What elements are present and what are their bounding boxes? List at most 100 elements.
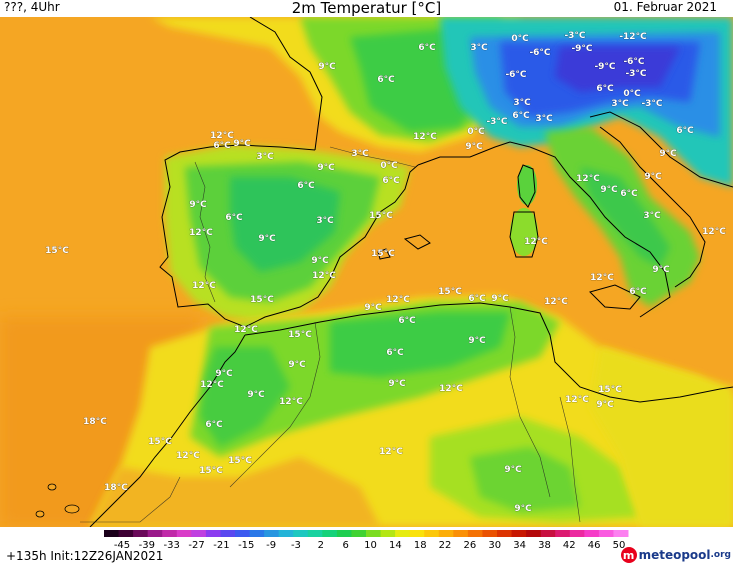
- temperature-label: 6°C: [398, 316, 416, 326]
- temperature-label: 6°C: [297, 181, 315, 191]
- colorbar-swatch: [540, 530, 556, 537]
- meteopool-logo: m meteopool .org: [620, 546, 731, 564]
- colorbar-swatch: [613, 530, 629, 537]
- coast-iberia: [159, 144, 419, 328]
- temperature-label: 15°C: [288, 330, 312, 340]
- temperature-label: 15°C: [199, 466, 223, 476]
- temperature-label: 6°C: [620, 189, 638, 199]
- colorbar-swatch: [409, 530, 425, 537]
- temperature-label: 6°C: [512, 111, 530, 121]
- temperature-label: 9°C: [189, 200, 207, 210]
- temperature-label: 12°C: [176, 451, 200, 461]
- temperature-label: 12°C: [590, 273, 614, 283]
- colorbar-tick-label: 6: [342, 540, 348, 550]
- temperature-label: 15°C: [148, 437, 172, 447]
- canary-island-3: [35, 510, 45, 518]
- temperature-label: 6°C: [418, 43, 436, 53]
- temperature-label: 9°C: [247, 390, 265, 400]
- temperature-label: 9°C: [311, 256, 329, 266]
- temperature-label: 9°C: [652, 265, 670, 275]
- temperature-label: 3°C: [256, 152, 274, 162]
- colorbar-tick-label: 38: [538, 540, 551, 550]
- colorbar-tick-label: 18: [414, 540, 427, 550]
- temperature-label: 9°C: [514, 504, 532, 514]
- colorbar-tick-label: 30: [488, 540, 501, 550]
- colorbar-swatch: [293, 530, 309, 537]
- temperature-label: 6°C: [596, 84, 614, 94]
- temperature-label: 9°C: [659, 149, 677, 159]
- temperature-label: 12°C: [413, 132, 437, 142]
- coast-france-atlantic: [249, 17, 323, 151]
- corsica: [517, 165, 537, 205]
- temperature-label: 0°C: [623, 89, 641, 99]
- temperature-label: 12°C: [565, 395, 589, 405]
- colorbar-tick-label: -21: [213, 540, 229, 550]
- temperature-label: 0°C: [380, 161, 398, 171]
- colorbar-tick-label: 10: [364, 540, 377, 550]
- colorbar-tick-label: -45: [114, 540, 130, 550]
- colorbar-ticks: -45 -39 -33 -27 -21 -15 -9 -3 2 6 10 14 18 22 26 30 34 38…: [114, 540, 626, 550]
- temperature-label: 9°C: [504, 465, 522, 475]
- temperature-label: 12°C: [576, 174, 600, 184]
- coast-sardinia: [509, 211, 539, 258]
- colorbar-swatch: [482, 530, 498, 537]
- temperature-label: 6°C: [386, 348, 404, 358]
- atlas-green-dark: [330, 312, 510, 377]
- temperature-label: 3°C: [643, 211, 661, 221]
- colorbar-swatch: [264, 530, 280, 537]
- border-portugal: [194, 161, 216, 303]
- temperature-label: 12°C: [210, 131, 234, 141]
- colorbar-swatch: [322, 530, 338, 537]
- colorbar-swatch: [249, 530, 265, 537]
- temperature-label: 9°C: [600, 185, 618, 195]
- temperature-label: -6°C: [505, 70, 526, 80]
- temperature-label: -9°C: [571, 44, 592, 54]
- temperature-label: 6°C: [382, 176, 400, 186]
- colorbar-swatch: [598, 530, 614, 537]
- canary-island-1: [47, 483, 57, 491]
- temperature-label: -3°C: [625, 69, 646, 79]
- colorbar-tick-label: 46: [588, 540, 601, 550]
- iberia-green-dark: [230, 177, 340, 272]
- sahara-green-east-core: [470, 447, 580, 512]
- temperature-label: 3°C: [470, 43, 488, 53]
- colorbar-swatch: [555, 530, 571, 537]
- border-morocco-algeria: [229, 321, 321, 488]
- temperature-label: 0°C: [511, 34, 529, 44]
- coast-corsica: [517, 164, 536, 208]
- header: ???, 4Uhr 2m Temperatur [°C] 01. Februar…: [0, 0, 733, 20]
- temperature-label: 0°C: [467, 127, 485, 137]
- forecast-date: 01. Februar 2021: [613, 0, 717, 14]
- temperature-label: 12°C: [192, 281, 216, 291]
- temperature-label: 15°C: [250, 295, 274, 305]
- temperature-label: 15°C: [598, 385, 622, 395]
- temperature-label: 6°C: [629, 287, 647, 297]
- temperature-label: 6°C: [225, 213, 243, 223]
- temperature-label: 18°C: [83, 417, 107, 427]
- colorbar-tick-label: 26: [464, 540, 477, 550]
- colorbar-swatches: [104, 530, 629, 537]
- logo-suffix: .org: [710, 550, 731, 560]
- temperature-label: 6°C: [213, 141, 231, 151]
- temperature-label: -6°C: [623, 57, 644, 67]
- temperature-label: 6°C: [377, 75, 395, 85]
- colorbar-swatch: [424, 530, 440, 537]
- border-algeria-tunisia: [509, 306, 551, 498]
- colorbar-swatch: [336, 530, 352, 537]
- colorbar-swatch: [118, 530, 134, 537]
- temperature-label: -3°C: [486, 117, 507, 127]
- coast-adriatic: [589, 111, 733, 188]
- temperature-label: 12°C: [379, 447, 403, 457]
- colorbar-swatch: [220, 530, 236, 537]
- balkans-blue-dark: [555, 47, 680, 92]
- temperature-label: 9°C: [465, 142, 483, 152]
- colorbar-tick-label: 50: [613, 540, 626, 550]
- colorbar-tick-label: -33: [164, 540, 180, 550]
- colorbar-swatch: [104, 530, 120, 537]
- colorbar-tick-label: 42: [563, 540, 576, 550]
- colorbar-swatch: [511, 530, 527, 537]
- coast-morocco-atlantic: [89, 334, 246, 527]
- temperature-label: 18°C: [104, 483, 128, 493]
- temperature-label: 9°C: [364, 303, 382, 313]
- colorbar-tick-label: -9: [266, 540, 276, 550]
